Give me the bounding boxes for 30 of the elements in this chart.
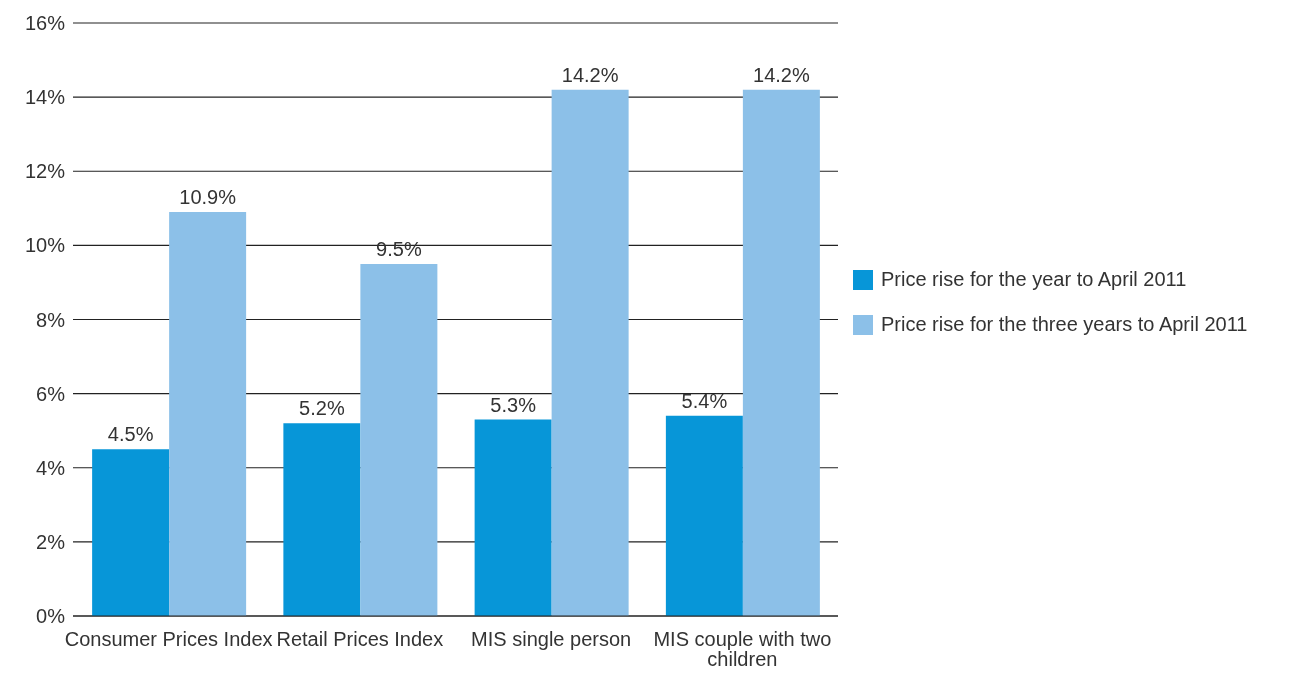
- y-tick-label: 8%: [36, 308, 66, 331]
- bar: [551, 89, 629, 616]
- data-label: 14.2%: [561, 63, 619, 86]
- bar: [92, 449, 170, 616]
- bar: [665, 415, 743, 616]
- data-label: 10.9%: [179, 186, 237, 209]
- y-tick-label: 16%: [24, 12, 66, 35]
- data-label: 5.3%: [490, 393, 537, 416]
- y-tick-label: 6%: [36, 382, 66, 405]
- x-tick-label: MIS couple with two children: [653, 628, 832, 671]
- legend-label: Price rise for the three years to April 2011: [881, 313, 1248, 336]
- bar: [742, 89, 820, 616]
- y-tick-label: 10%: [24, 234, 66, 257]
- x-tick-label: Consumer Prices Index: [64, 628, 273, 651]
- data-label: 14.2%: [753, 63, 810, 86]
- data-label: 5.2%: [299, 397, 345, 420]
- x-tick-label: MIS single person: [471, 628, 632, 651]
- y-tick-label: 4%: [36, 456, 66, 479]
- bar: [360, 263, 438, 616]
- bar: [169, 212, 247, 616]
- y-tick-label: 2%: [36, 530, 66, 553]
- data-label: 5.4%: [681, 389, 728, 412]
- bar: [283, 423, 361, 616]
- y-tick-label: 14%: [24, 86, 66, 109]
- data-label: 4.5%: [107, 423, 154, 446]
- x-tick-label: Retail Prices Index: [276, 628, 444, 651]
- y-tick-label: 0%: [36, 605, 66, 628]
- bar: [474, 419, 552, 616]
- y-tick-label: 12%: [24, 160, 66, 183]
- legend-label: Price rise for the year to April 2011: [881, 268, 1187, 291]
